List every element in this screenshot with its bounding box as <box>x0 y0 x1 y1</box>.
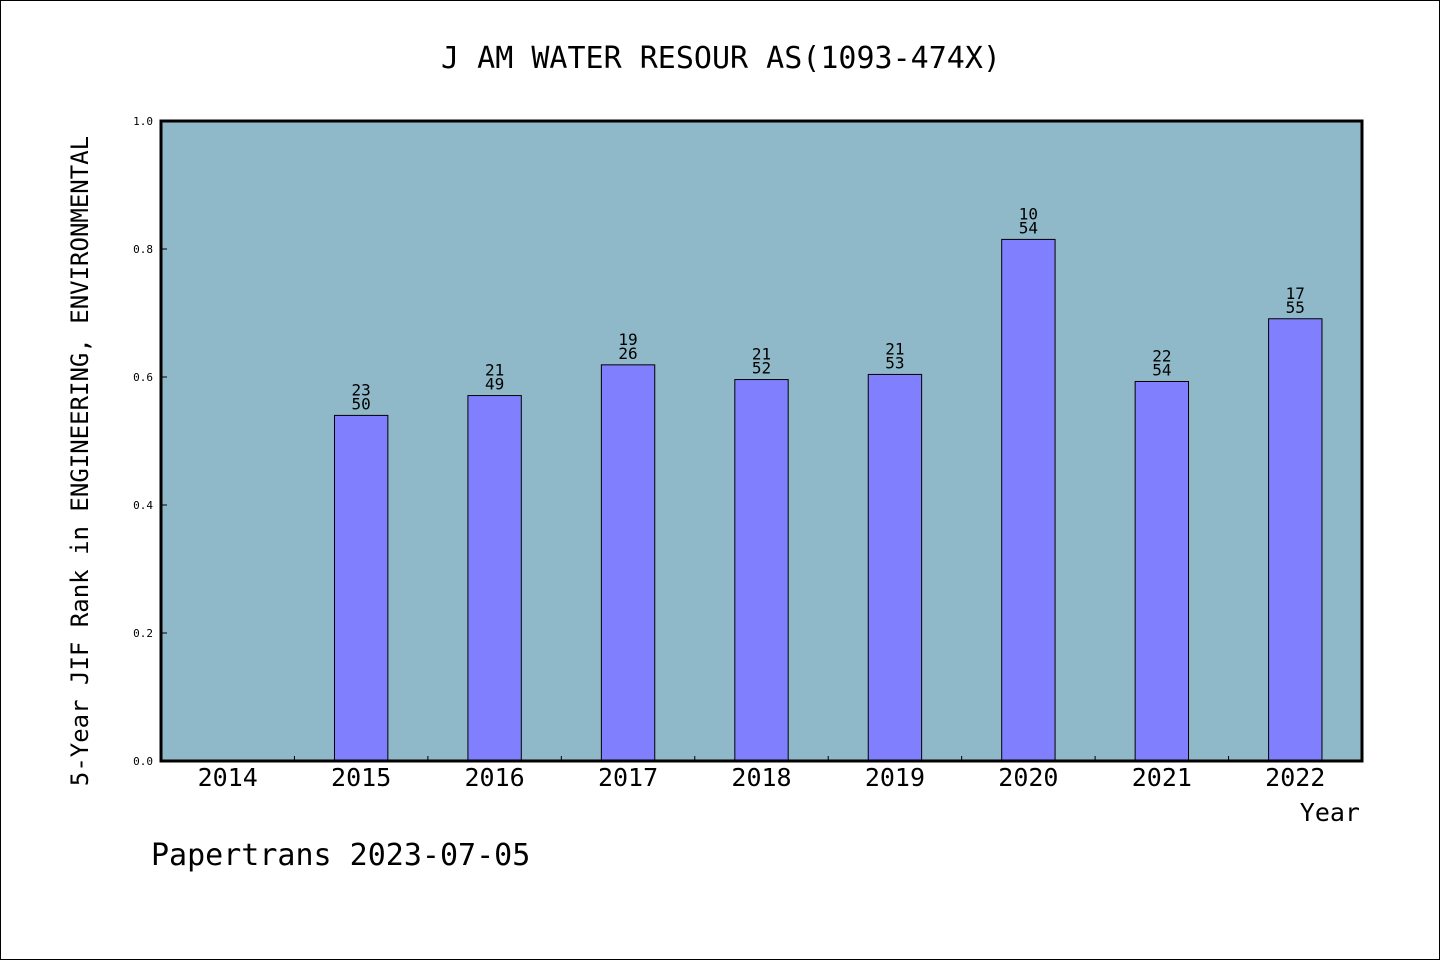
bar-2020 <box>1001 238 1056 762</box>
y-axis-label: 5-Year JIF Rank in ENGINEERING, ENVIRONM… <box>66 136 94 786</box>
bar-2015 <box>333 414 389 762</box>
y-tick-label-0.6: 0.6 <box>133 371 153 384</box>
bar-2017 <box>600 364 656 762</box>
bar-label-rank-2019: 21 <box>885 339 904 358</box>
x-tick-label-2020: 2020 <box>998 763 1058 792</box>
bar-2018 <box>734 379 789 762</box>
x-tick-label-2014: 2014 <box>198 763 258 792</box>
x-tick-label-2018: 2018 <box>731 763 791 792</box>
bar-label-rank-2016: 21 <box>485 361 504 380</box>
bar-label-total-2021: 54 <box>1152 360 1171 379</box>
bar-2016 <box>467 395 522 762</box>
y-tick-label-0.0: 0.0 <box>133 755 153 768</box>
x-tick-label-2016: 2016 <box>465 763 525 792</box>
bar-label-total-2022: 55 <box>1286 298 1305 317</box>
bar-label-total-2017: 26 <box>618 344 637 363</box>
y-tick-label-0.4: 0.4 <box>133 499 153 512</box>
x-tick-label-2017: 2017 <box>598 763 658 792</box>
bar-2021 <box>1134 380 1190 762</box>
bar-2019 <box>867 373 923 762</box>
bar-label-total-2019: 53 <box>885 353 904 372</box>
y-tick-label-0.2: 0.2 <box>133 627 153 640</box>
x-tick-label-2019: 2019 <box>865 763 925 792</box>
bar-label-rank-2015: 23 <box>352 380 371 399</box>
chart-title: J AM WATER RESOUR AS(1093-474X) <box>441 41 1001 76</box>
bar-label-rank-2022: 17 <box>1286 284 1305 303</box>
ticks-layer: 2014 2015 2016 2017 2018 2019 2020 2021 2022 0.0 0… <box>133 115 1325 792</box>
x-tick-label-2015: 2015 <box>331 763 391 792</box>
bar-label-rank-2020: 10 <box>1019 204 1038 223</box>
bar-label-total-2020: 54 <box>1019 218 1038 237</box>
x-tick-label-2021: 2021 <box>1132 763 1192 792</box>
plot-border <box>159 119 1364 763</box>
x-tick-label-2022: 2022 <box>1265 763 1325 792</box>
footer-text: Papertrans 2023-07-05 <box>151 838 530 873</box>
bar-label-total-2016: 49 <box>485 375 504 394</box>
y-tick-label-0.8: 0.8 <box>133 243 153 256</box>
x-axis-label: Year <box>1300 798 1360 827</box>
bar-label-rank-2021: 22 <box>1152 346 1171 365</box>
y-tick-label-1.0: 1.0 <box>133 115 153 128</box>
bar-label-rank-2018: 21 <box>752 345 771 364</box>
bar-label-total-2018: 52 <box>752 359 771 378</box>
bar-label-rank-2017: 19 <box>618 330 637 349</box>
bar-label-total-2015: 50 <box>352 394 371 413</box>
bar-2022 <box>1268 318 1323 762</box>
